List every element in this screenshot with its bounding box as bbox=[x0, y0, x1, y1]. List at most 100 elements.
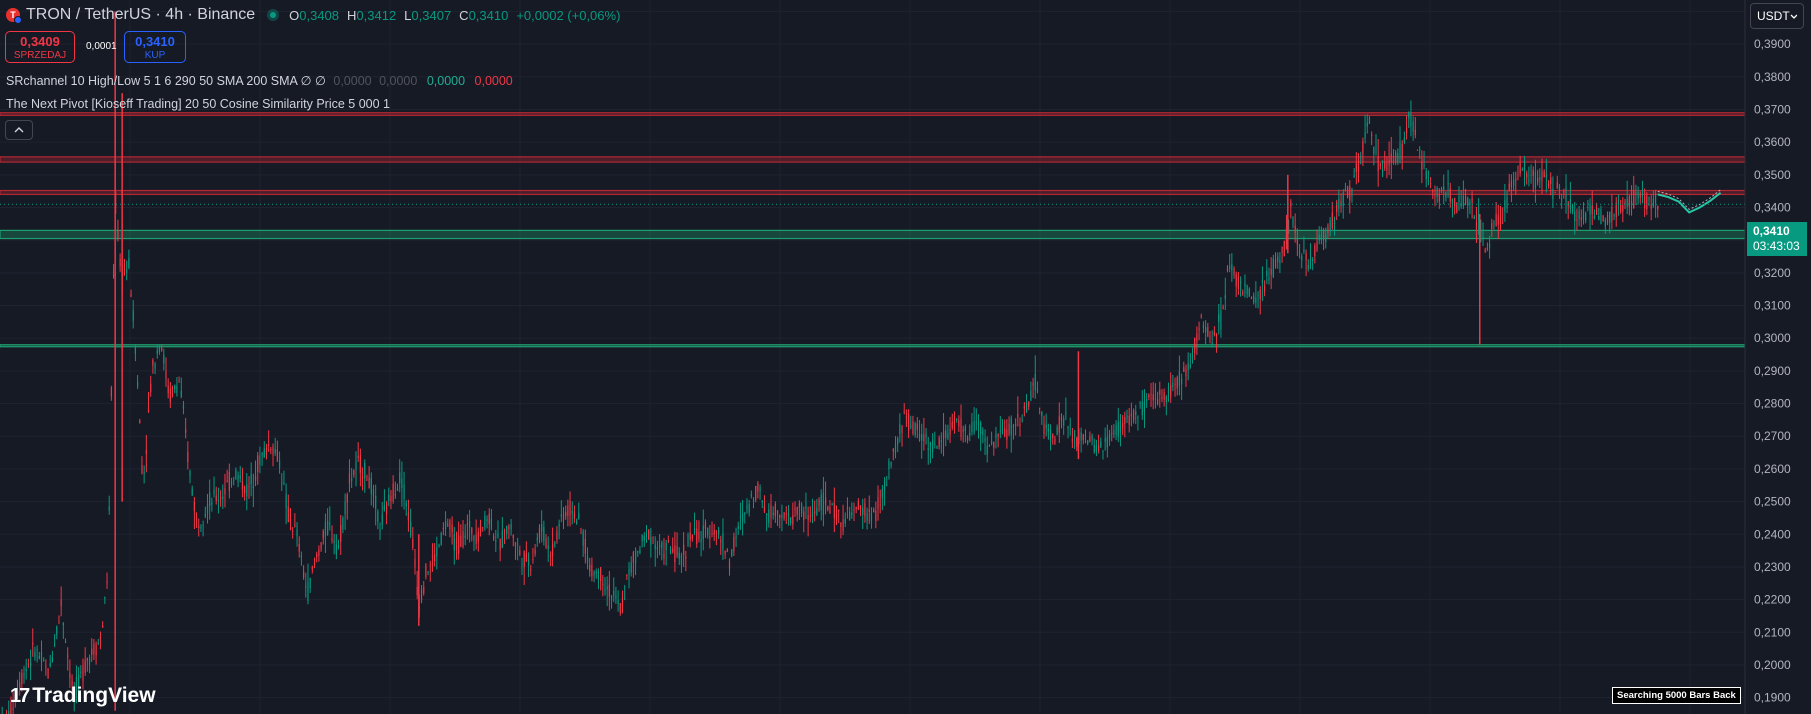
candle-body bbox=[855, 507, 857, 510]
bar-countdown: 03:43:03 bbox=[1753, 239, 1800, 253]
candle-body bbox=[1001, 429, 1004, 431]
candle-body bbox=[283, 482, 285, 484]
candle-body bbox=[1646, 195, 1648, 210]
tradingview-brand[interactable]: 17 TradingView bbox=[10, 684, 156, 708]
chart-grid bbox=[0, 0, 1745, 714]
candle-body bbox=[901, 426, 903, 433]
candle-body bbox=[696, 528, 698, 544]
price-axis[interactable]: 0,40000,39000,38000,37000,36000,35000,34… bbox=[1744, 0, 1811, 714]
candle-body bbox=[709, 536, 711, 539]
candle-body bbox=[1401, 143, 1403, 161]
candle-body bbox=[1235, 274, 1237, 287]
candle-body bbox=[523, 550, 525, 568]
candle-body bbox=[403, 484, 405, 500]
candle-body bbox=[272, 446, 274, 455]
candle-body bbox=[357, 455, 359, 458]
buy-button[interactable]: 0,3410 KUP bbox=[124, 31, 186, 63]
candle-body bbox=[984, 437, 986, 442]
indicator-next-pivot[interactable]: The Next Pivot [Kioseff Trading] 20 50 C… bbox=[6, 97, 390, 111]
candle-body bbox=[1202, 325, 1205, 328]
candle-body bbox=[774, 503, 776, 516]
candle-body bbox=[787, 514, 790, 517]
indicator-srchannel[interactable]: SRchannel 10 High/Low 5 1 6 290 50 SMA 2… bbox=[6, 73, 513, 88]
candle-body bbox=[1491, 223, 1493, 229]
candle-body bbox=[130, 294, 132, 297]
candle-body bbox=[947, 432, 949, 439]
candle-body bbox=[1329, 220, 1331, 231]
candle-body bbox=[1397, 153, 1399, 163]
candle-body bbox=[674, 545, 676, 563]
candle-body bbox=[1095, 444, 1098, 452]
candle-body bbox=[1008, 423, 1010, 435]
candle-body bbox=[846, 507, 849, 510]
candle-body bbox=[569, 501, 571, 516]
candle-body bbox=[342, 517, 344, 530]
candle-body bbox=[99, 636, 102, 641]
candle-body bbox=[641, 534, 643, 542]
candle-body bbox=[1467, 197, 1469, 206]
candle-body bbox=[1264, 285, 1266, 292]
candle-body bbox=[420, 589, 423, 601]
candle-body bbox=[169, 388, 171, 403]
candle-body bbox=[1004, 428, 1006, 437]
candle-body bbox=[921, 433, 923, 441]
price-axis-bg bbox=[1745, 0, 1811, 714]
candle-body bbox=[809, 515, 811, 517]
candle-body bbox=[167, 385, 169, 394]
candle-body bbox=[993, 441, 995, 448]
candle-body bbox=[1469, 201, 1471, 206]
candle-body bbox=[1244, 283, 1246, 287]
candle-body bbox=[870, 512, 873, 522]
candle-body bbox=[136, 382, 139, 387]
candle-body bbox=[355, 461, 357, 470]
candle-body bbox=[143, 472, 145, 474]
candle-body bbox=[473, 536, 475, 541]
candle-body bbox=[1065, 412, 1067, 414]
candle-body bbox=[829, 507, 831, 514]
candle-body bbox=[918, 433, 921, 441]
candle-body bbox=[1159, 389, 1161, 395]
candle-body bbox=[84, 660, 86, 673]
sell-label: SPRZEDAJ bbox=[13, 50, 67, 61]
candle-body bbox=[634, 550, 637, 564]
candle-body bbox=[1576, 219, 1578, 221]
price-axis-label: 0,1900 bbox=[1754, 691, 1791, 705]
candle-body bbox=[16, 691, 19, 696]
currency-select[interactable]: USDT bbox=[1750, 3, 1804, 29]
candle-body bbox=[956, 418, 958, 420]
sr-channel-support bbox=[0, 344, 1746, 348]
candle-body bbox=[560, 514, 562, 517]
candle-body bbox=[1056, 427, 1058, 436]
candle-body bbox=[246, 484, 248, 497]
candle-body bbox=[460, 535, 462, 547]
candle-body bbox=[757, 483, 759, 492]
candle-body bbox=[735, 536, 737, 538]
symbol-title[interactable]: TRON / TetherUS · 4h · Binance bbox=[26, 6, 256, 23]
candle-body bbox=[1060, 416, 1063, 422]
candle-body bbox=[532, 558, 534, 560]
candle-body bbox=[1034, 373, 1036, 391]
candle-body bbox=[1213, 331, 1215, 335]
collapse-indicators-button[interactable] bbox=[5, 120, 33, 140]
candle-body bbox=[1137, 416, 1139, 418]
candle-body bbox=[982, 429, 984, 436]
candle-body bbox=[381, 514, 383, 526]
candle-body bbox=[1150, 394, 1152, 396]
candle-body bbox=[1285, 228, 1288, 244]
sell-button[interactable]: 0,3409 SPRZEDAJ bbox=[5, 31, 75, 63]
candle-body bbox=[1523, 160, 1526, 171]
candle-body bbox=[202, 525, 204, 527]
candle-body bbox=[1626, 198, 1628, 208]
candle-body bbox=[423, 587, 425, 593]
candle-body bbox=[844, 518, 846, 524]
candle-body bbox=[1239, 281, 1242, 283]
indicator-value: 0,0000 bbox=[379, 74, 418, 88]
candle-body bbox=[547, 545, 549, 549]
candle-body bbox=[359, 455, 361, 473]
candle-body bbox=[1327, 225, 1329, 233]
candle-body bbox=[257, 455, 259, 472]
candle-body bbox=[1342, 192, 1344, 207]
candle-body bbox=[261, 453, 263, 456]
candle-body bbox=[21, 672, 23, 684]
